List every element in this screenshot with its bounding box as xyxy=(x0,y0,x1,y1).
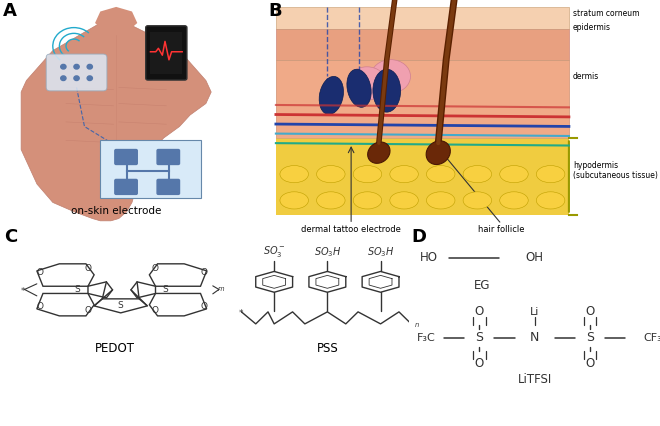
Text: N: N xyxy=(530,331,539,344)
Text: S: S xyxy=(163,285,168,294)
Circle shape xyxy=(463,192,492,209)
Circle shape xyxy=(390,192,418,209)
Text: F₃C: F₃C xyxy=(416,333,436,343)
Text: dermis: dermis xyxy=(573,72,599,81)
Circle shape xyxy=(500,192,528,209)
Text: $*$: $*$ xyxy=(238,308,245,317)
Text: (subcutaneous tissue): (subcutaneous tissue) xyxy=(573,171,658,180)
Text: hypodermis: hypodermis xyxy=(573,161,618,170)
Text: S: S xyxy=(118,301,123,311)
FancyBboxPatch shape xyxy=(100,140,201,198)
Ellipse shape xyxy=(426,141,450,164)
Text: on-skin electrode: on-skin electrode xyxy=(71,206,161,216)
Ellipse shape xyxy=(347,67,387,100)
Text: A: A xyxy=(3,2,16,20)
FancyBboxPatch shape xyxy=(115,150,137,164)
Polygon shape xyxy=(21,18,211,221)
Text: PEDOT: PEDOT xyxy=(94,342,135,355)
Text: O: O xyxy=(84,264,92,273)
Text: LiTFSI: LiTFSI xyxy=(517,374,552,386)
Circle shape xyxy=(61,76,66,81)
Text: $*$: $*$ xyxy=(20,285,26,294)
Text: C: C xyxy=(4,228,17,246)
Text: EG: EG xyxy=(474,279,490,292)
Text: HO: HO xyxy=(420,251,438,264)
Circle shape xyxy=(280,166,308,183)
Text: dermal tattoo electrode: dermal tattoo electrode xyxy=(301,225,401,234)
Text: S: S xyxy=(75,285,81,294)
Text: epidermis: epidermis xyxy=(573,23,611,32)
Text: hair follicle: hair follicle xyxy=(478,225,525,234)
Circle shape xyxy=(317,192,345,209)
Ellipse shape xyxy=(371,60,411,93)
Text: O: O xyxy=(200,268,207,277)
Text: B: B xyxy=(268,3,282,20)
Circle shape xyxy=(74,64,79,69)
Text: $SO_3^-$: $SO_3^-$ xyxy=(263,245,286,259)
Polygon shape xyxy=(95,7,137,30)
FancyBboxPatch shape xyxy=(146,26,187,80)
Bar xyxy=(276,138,569,215)
Circle shape xyxy=(353,192,381,209)
Circle shape xyxy=(280,192,308,209)
Circle shape xyxy=(500,166,528,183)
Circle shape xyxy=(537,192,565,209)
FancyBboxPatch shape xyxy=(157,150,180,164)
Circle shape xyxy=(353,166,381,183)
Circle shape xyxy=(61,64,66,69)
Text: Li: Li xyxy=(530,307,539,317)
FancyBboxPatch shape xyxy=(157,179,180,194)
FancyBboxPatch shape xyxy=(46,54,107,91)
Ellipse shape xyxy=(368,142,390,163)
Circle shape xyxy=(74,76,79,81)
Ellipse shape xyxy=(347,69,371,107)
Text: $SO_3H$: $SO_3H$ xyxy=(367,246,394,259)
Text: O: O xyxy=(152,264,159,273)
Circle shape xyxy=(426,192,455,209)
Ellipse shape xyxy=(319,76,343,115)
Text: O: O xyxy=(36,302,43,311)
Circle shape xyxy=(463,166,492,183)
Text: O: O xyxy=(152,306,159,315)
Ellipse shape xyxy=(373,69,401,112)
Text: OH: OH xyxy=(525,251,544,264)
Text: O: O xyxy=(36,268,43,277)
Text: $_n$: $_n$ xyxy=(414,320,420,330)
Text: O: O xyxy=(585,305,595,318)
FancyBboxPatch shape xyxy=(115,179,137,194)
Text: $_m$: $_m$ xyxy=(217,285,225,294)
Circle shape xyxy=(426,166,455,183)
Text: PSS: PSS xyxy=(317,342,338,355)
Text: S: S xyxy=(475,331,483,344)
Text: D: D xyxy=(412,228,427,246)
Text: O: O xyxy=(200,302,207,311)
Circle shape xyxy=(87,64,92,69)
Bar xyxy=(276,60,569,138)
Text: CF₃: CF₃ xyxy=(643,333,660,343)
Circle shape xyxy=(87,76,92,81)
Text: S: S xyxy=(586,331,594,344)
Bar xyxy=(276,7,569,29)
Text: stratum corneum: stratum corneum xyxy=(573,9,640,17)
Text: O: O xyxy=(84,306,92,315)
Text: O: O xyxy=(585,357,595,371)
Circle shape xyxy=(537,166,565,183)
Bar xyxy=(276,29,569,60)
Text: $SO_3H$: $SO_3H$ xyxy=(314,246,341,259)
Circle shape xyxy=(317,166,345,183)
Text: O: O xyxy=(475,305,484,318)
Text: O: O xyxy=(475,357,484,371)
FancyBboxPatch shape xyxy=(150,32,182,74)
Circle shape xyxy=(390,166,418,183)
